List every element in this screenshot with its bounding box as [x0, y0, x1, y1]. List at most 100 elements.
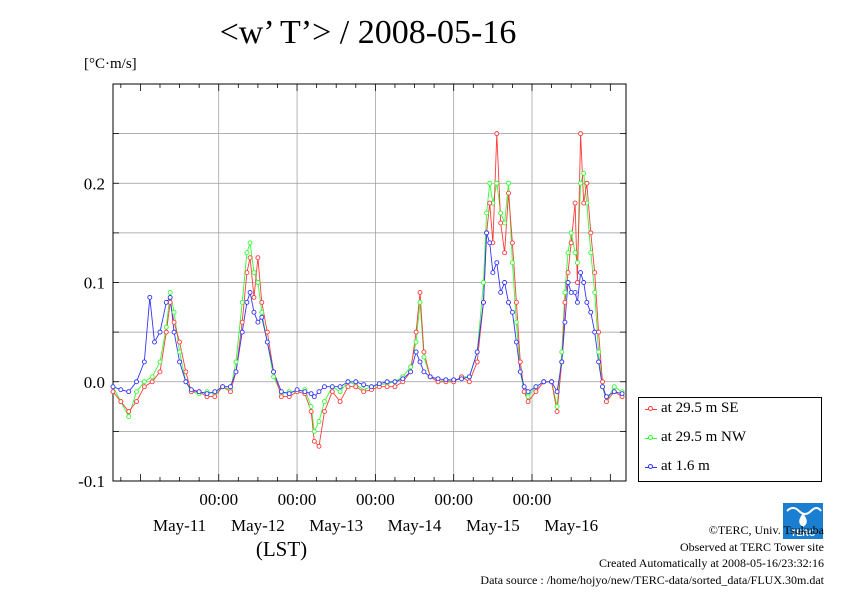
- plot-frame: [112, 83, 627, 482]
- data-point-2: [513, 339, 519, 345]
- data-point-1: [494, 180, 500, 186]
- legend-marker-se: [648, 406, 653, 411]
- data-point-0: [568, 240, 574, 246]
- data-point-0: [596, 329, 602, 335]
- data-point-1: [502, 220, 508, 226]
- y-axis-unit-label: [°C·m/s]: [84, 56, 137, 72]
- data-point-0: [244, 270, 250, 276]
- data-point-1: [506, 180, 511, 186]
- data-point-2: [506, 299, 511, 305]
- data-point-2: [118, 387, 124, 393]
- data-point-2: [565, 280, 571, 285]
- data-point-2: [152, 339, 157, 345]
- y-tick-label: 0.2: [84, 174, 105, 193]
- data-point-0: [141, 384, 147, 390]
- data-point-1: [322, 399, 327, 405]
- data-point-0: [502, 250, 508, 256]
- x-date-label: May-13: [309, 516, 363, 535]
- data-point-2: [311, 394, 317, 400]
- data-point-0: [474, 359, 480, 365]
- data-point-2: [592, 329, 598, 335]
- data-point-2: [481, 299, 486, 305]
- data-point-2: [294, 387, 300, 393]
- data-point-1: [255, 280, 261, 285]
- data-point-1: [421, 354, 427, 360]
- chart-title: <w’ T’> / 2008-05-16: [0, 14, 842, 52]
- data-point-1: [581, 170, 587, 176]
- data-point-2: [400, 376, 406, 382]
- legend-label-nw: at 29.5 m NW: [661, 429, 746, 445]
- data-point-1: [592, 289, 598, 295]
- data-point-2: [498, 289, 504, 295]
- data-point-1: [588, 250, 594, 256]
- data-point-0: [167, 299, 173, 305]
- data-point-0: [603, 399, 609, 405]
- legend-item-1-6m: at 1.6 m: [639, 458, 823, 478]
- x-date-label: May-16: [544, 516, 598, 535]
- data-point-2: [369, 384, 374, 390]
- data-point-0: [588, 230, 594, 236]
- data-point-2: [584, 299, 590, 305]
- data-point-0: [565, 270, 571, 276]
- data-point-2: [244, 299, 250, 305]
- data-point-2: [525, 389, 531, 395]
- data-point-2: [603, 394, 609, 400]
- data-point-0: [134, 399, 139, 405]
- legend-item-29-5m-se: at 29.5 m SE: [639, 400, 823, 420]
- data-point-0: [337, 399, 343, 405]
- data-point-0: [581, 200, 587, 206]
- data-point-2: [134, 379, 139, 385]
- data-point-2: [308, 391, 314, 397]
- data-point-1: [417, 299, 423, 305]
- data-point-2: [559, 359, 565, 365]
- data-point-0: [574, 280, 580, 285]
- data-point-1: [126, 414, 132, 419]
- data-point-0: [487, 200, 493, 206]
- data-point-1: [525, 394, 531, 400]
- data-point-2: [392, 379, 398, 385]
- data-point-2: [549, 379, 555, 385]
- data-point-2: [619, 391, 625, 397]
- data-point-2: [110, 384, 116, 390]
- data-point-1: [337, 389, 343, 395]
- data-point-2: [562, 319, 568, 325]
- data-point-0: [247, 255, 253, 261]
- data-point-2: [451, 377, 457, 383]
- data-point-0: [149, 379, 155, 385]
- data-point-2: [435, 376, 441, 382]
- data-point-2: [233, 369, 239, 375]
- data-point-2: [228, 384, 233, 390]
- data-point-2: [322, 384, 327, 390]
- data-point-2: [600, 384, 605, 390]
- data-point-0: [525, 399, 531, 405]
- data-point-0: [600, 379, 605, 385]
- data-point-2: [384, 379, 390, 385]
- legend-label-se: at 29.5 m SE: [661, 400, 739, 416]
- legend-marker-1-6m: [648, 464, 653, 469]
- data-point-1: [251, 270, 257, 276]
- data-point-2: [572, 289, 578, 295]
- data-point-0: [157, 369, 163, 375]
- data-point-0: [506, 190, 511, 196]
- data-point-1: [167, 289, 173, 295]
- data-point-2: [459, 376, 464, 382]
- legend: at 29.5 m SE at 29.5 m NW at 1.6 m: [638, 397, 822, 482]
- data-point-1: [498, 210, 504, 216]
- y-tick-label: -0.1: [78, 472, 105, 491]
- data-point-1: [509, 260, 515, 266]
- data-point-1: [311, 428, 317, 434]
- data-point-2: [353, 379, 359, 385]
- data-point-2: [509, 309, 515, 315]
- data-point-0: [509, 240, 515, 246]
- data-point-1: [271, 374, 277, 380]
- data-point-0: [345, 384, 351, 390]
- data-point-2: [376, 381, 382, 387]
- data-point-2: [554, 389, 560, 395]
- data-point-2: [490, 270, 496, 276]
- data-point-2: [417, 359, 423, 365]
- data-point-2: [345, 379, 351, 385]
- terc-logo-icon: TERC: [783, 503, 823, 539]
- data-point-2: [427, 374, 433, 380]
- data-point-1: [171, 309, 177, 315]
- data-point-2: [596, 359, 602, 365]
